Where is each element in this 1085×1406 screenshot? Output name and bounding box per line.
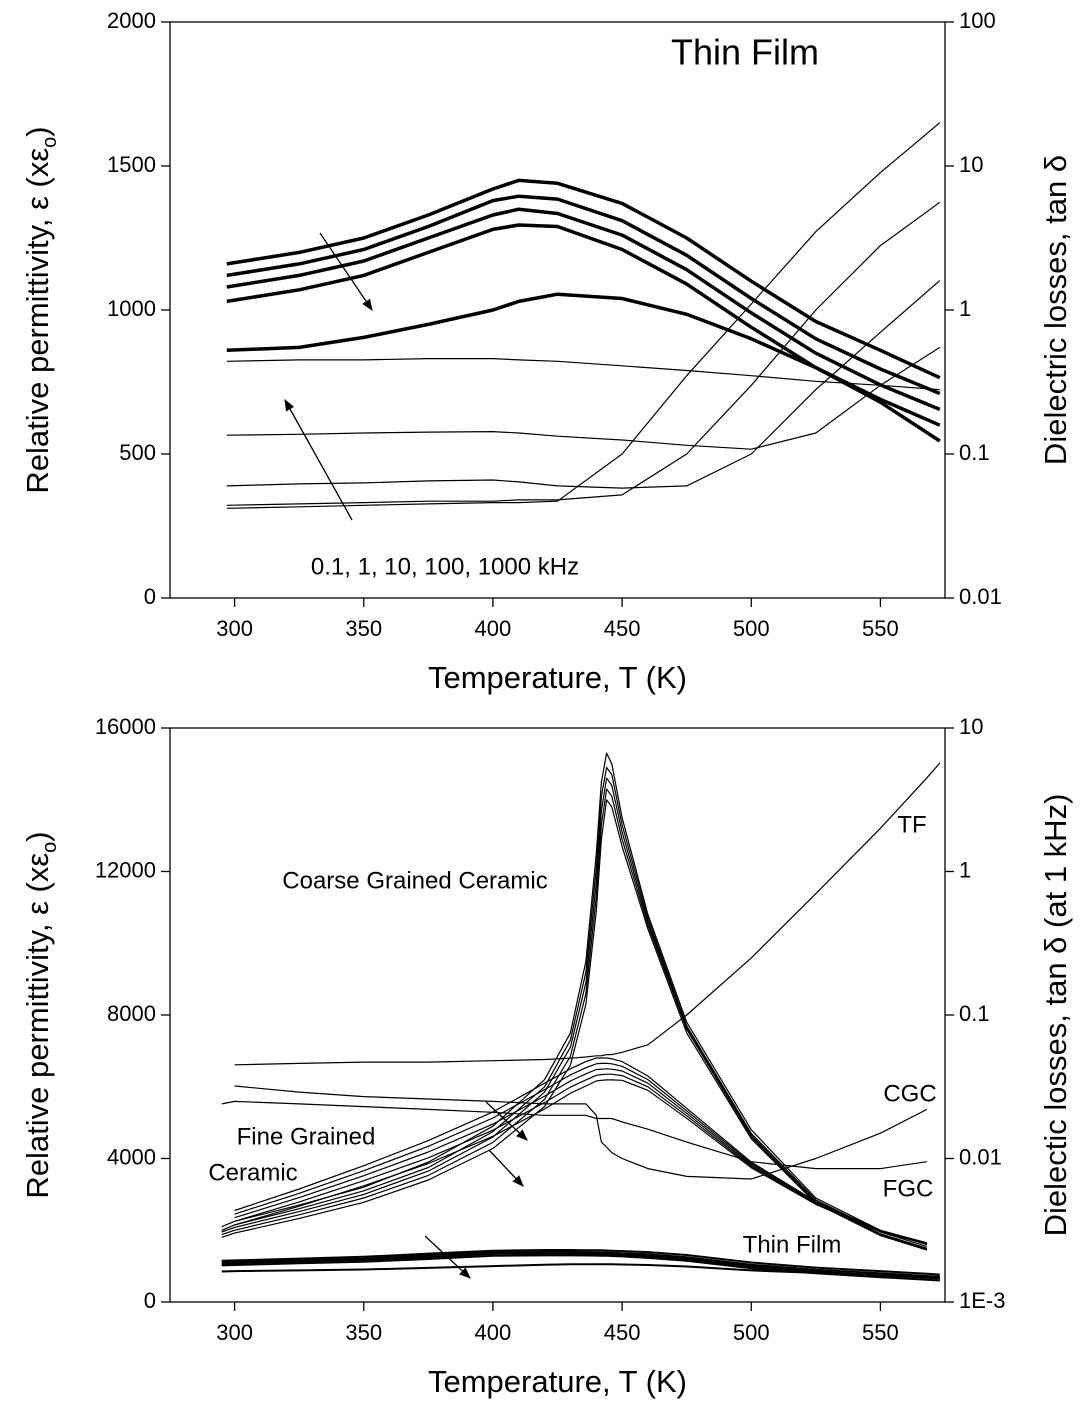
y-axis-label-part: )	[20, 831, 55, 841]
x-tick-label: 300	[216, 616, 253, 641]
series-line	[234, 1073, 928, 1245]
y-axis-label-part: o	[39, 137, 61, 148]
x-tick-label: 350	[345, 616, 382, 641]
series-line	[221, 1252, 940, 1280]
y2-tick-label: 1E-3	[959, 1288, 1005, 1313]
annotation: Thin Film	[743, 1231, 842, 1258]
series-line	[226, 207, 941, 412]
y2-tick-label: 100	[959, 8, 996, 33]
x-tick-label: 500	[733, 616, 770, 641]
y-axis-label: Relative permittivity, ε (xεo)	[20, 831, 61, 1198]
y-tick-label: 2000	[107, 8, 156, 33]
annotation: Fine Grained	[237, 1123, 376, 1150]
annotation: TF	[897, 811, 926, 838]
x-tick-label: 350	[345, 1320, 382, 1345]
y-tick-label: 16000	[95, 714, 156, 739]
series-line	[234, 762, 941, 1066]
series-line	[234, 1079, 928, 1245]
y2-tick-label: 10	[959, 714, 983, 739]
series-line	[226, 346, 941, 450]
y-tick-label: 500	[119, 440, 156, 465]
chart-panel: 300 350 400 450 500 550 0 4000 8000 12000 16000 1E-…	[20, 714, 1073, 1399]
series-line	[221, 1263, 940, 1278]
annotation: 0.1, 1, 10, 100, 1000 kHz	[311, 553, 579, 580]
series-line	[234, 1068, 928, 1245]
series-line	[221, 752, 928, 1246]
series-line	[226, 194, 941, 396]
series-line	[226, 280, 941, 489]
y-tick-label: 12000	[95, 857, 156, 882]
y-axis-label-part: )	[20, 126, 55, 136]
x-tick-label: 300	[216, 1320, 253, 1345]
x-tick-label: 400	[475, 616, 512, 641]
y-tick-label: 1000	[107, 296, 156, 321]
series-line	[226, 292, 941, 443]
y-axis-label: Relative permittivity, ε (xεo)	[20, 126, 61, 493]
series-line	[226, 178, 941, 380]
x-tick-label: 500	[733, 1320, 770, 1345]
y2-tick-label: 0.01	[959, 1144, 1002, 1169]
chart-title: Thin Film	[671, 32, 819, 73]
y2-axis-label: Dielectric losses, tan δ	[1038, 155, 1073, 465]
series-line	[234, 1085, 928, 1180]
series-line	[221, 799, 928, 1251]
annotation: FGC	[883, 1175, 934, 1202]
annotation: Ceramic	[208, 1159, 297, 1186]
y2-axis-label: Dielectic losses, tan δ (at 1 kHz)	[1038, 794, 1073, 1237]
x-axis-label: Temperature, T (K)	[428, 660, 687, 695]
series-line	[221, 788, 928, 1250]
y-tick-label: 4000	[107, 1144, 156, 1169]
series-line	[226, 358, 940, 391]
plot-frame	[169, 21, 946, 599]
y-tick-label: 8000	[107, 1001, 156, 1026]
y-tick-label: 0	[144, 1288, 156, 1313]
arrow	[488, 1149, 524, 1187]
series-line	[221, 1251, 940, 1278]
arrow	[485, 1101, 528, 1141]
x-tick-label: 450	[604, 1320, 641, 1345]
x-tick-label: 450	[604, 616, 641, 641]
y2-tick-label: 1	[959, 857, 971, 882]
annotation: Coarse Grained Ceramic	[282, 867, 547, 894]
y-tick-label: 0	[144, 584, 156, 609]
y-axis-label-part: Relative permittivity, ε (xε	[20, 853, 55, 1199]
series-line	[221, 777, 928, 1249]
series-line	[221, 766, 928, 1247]
series-line	[221, 1249, 940, 1276]
y2-tick-label: 0.1	[959, 1001, 990, 1026]
series-line	[221, 1100, 927, 1170]
y2-tick-label: 0.01	[959, 584, 1002, 609]
series-line	[226, 201, 941, 506]
series-line	[234, 1062, 928, 1244]
y2-tick-label: 1	[959, 296, 971, 321]
y-axis-label-part: o	[39, 842, 61, 853]
x-tick-label: 550	[862, 616, 899, 641]
y2-tick-label: 10	[959, 152, 983, 177]
y-tick-label: 1500	[107, 152, 156, 177]
x-tick-label: 400	[475, 1320, 512, 1345]
plot-frame	[169, 727, 946, 1303]
x-axis-label: Temperature, T (K)	[428, 1364, 687, 1399]
y2-tick-label: 0.1	[959, 440, 990, 465]
annotation: CGC	[883, 1080, 936, 1107]
chart-panel: 300 350 400 450 500 550 0 500 1000 1500 2000 0.01 0.…	[20, 8, 1073, 695]
arrow	[284, 398, 353, 521]
series-line	[226, 122, 941, 509]
series-line	[234, 1057, 928, 1244]
y-axis-label-part: Relative permittivity, ε (xε	[20, 148, 55, 494]
arrows	[284, 232, 528, 1279]
x-tick-label: 550	[862, 1320, 899, 1345]
